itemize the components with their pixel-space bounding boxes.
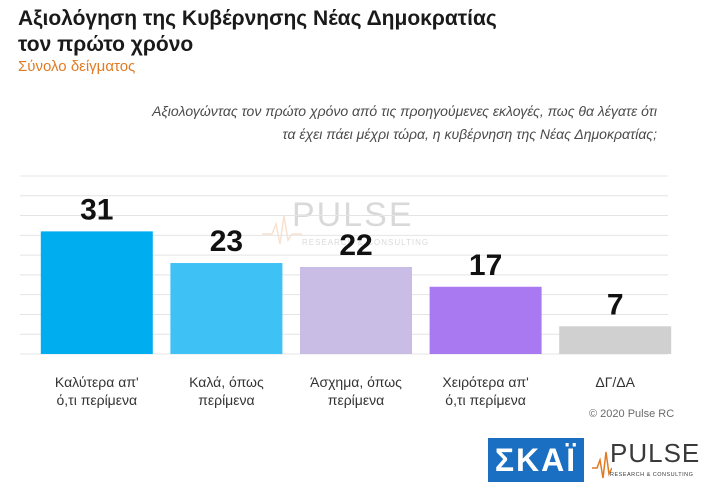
watermark-tagline: RESEARCH & CONSULTING bbox=[302, 238, 430, 247]
bar-value-label: 22 bbox=[339, 229, 372, 262]
category-label: ό,τι περίμενα bbox=[445, 392, 526, 408]
skai-logo: ΣΚΑΪ bbox=[488, 438, 584, 482]
chart-bars bbox=[40, 231, 672, 354]
category-label: Χειρότερα απ' bbox=[442, 374, 528, 390]
bar bbox=[429, 286, 542, 354]
survey-question-line-2: τα έχει πάει μέχρι τώρα, η κυβέρνηση της… bbox=[282, 126, 657, 142]
survey-question-line-1: Αξιολογώντας τον πρώτο χρόνο από τις προ… bbox=[152, 103, 657, 119]
bar bbox=[300, 266, 412, 354]
category-label: ΔΓ/ΔΑ bbox=[595, 374, 635, 390]
bar bbox=[559, 326, 672, 354]
pulse-logo-word: PULSE bbox=[610, 438, 701, 468]
bar-value-label: 23 bbox=[210, 225, 243, 258]
watermark-word: PULSE bbox=[292, 196, 414, 234]
category-label: Άσχημα, όπως bbox=[310, 374, 402, 390]
pulse-watermark: PULSE RESEARCH & CONSULTING bbox=[262, 196, 442, 252]
chart-title-line-1: Αξιολόγηση της Κυβέρνησης Νέας Δημοκρατί… bbox=[18, 7, 497, 30]
pulse-logo-tagline: RESEARCH & CONSULTING bbox=[610, 472, 694, 478]
bar-value-label: 31 bbox=[80, 193, 113, 226]
chart-title: Αξιολόγηση της Κυβέρνησης Νέας Δημοκρατί… bbox=[18, 6, 497, 58]
category-label: Καλύτερα απ' bbox=[55, 374, 139, 390]
chart-subtitle: Σύνολο δείγματος bbox=[18, 58, 136, 75]
chart-title-line-2: τον πρώτο χρόνο bbox=[18, 33, 194, 56]
bar-value-label: 7 bbox=[607, 288, 624, 321]
bar bbox=[40, 231, 153, 354]
chart-value-labels: 31 23 22 17 7 bbox=[80, 193, 623, 321]
bar bbox=[170, 263, 283, 354]
category-label: περίμενα bbox=[198, 392, 254, 408]
survey-question: Αξιολογώντας τον πρώτο χρόνο από τις προ… bbox=[57, 100, 657, 146]
category-label: Καλά, όπως bbox=[189, 374, 264, 390]
category-label: ό,τι περίμενα bbox=[57, 392, 138, 408]
bar-value-label: 17 bbox=[469, 249, 502, 282]
chart-category-labels: Καλύτερα απ' ό,τι περίμενα Καλά, όπως περίμ… bbox=[55, 374, 636, 408]
pulse-logo-wave-icon bbox=[592, 451, 612, 479]
category-label: περίμενα bbox=[328, 392, 384, 408]
pulse-logo: PULSE RESEARCH & CONSULTING bbox=[592, 438, 702, 484]
copyright-note: © 2020 Pulse RC bbox=[589, 408, 675, 420]
